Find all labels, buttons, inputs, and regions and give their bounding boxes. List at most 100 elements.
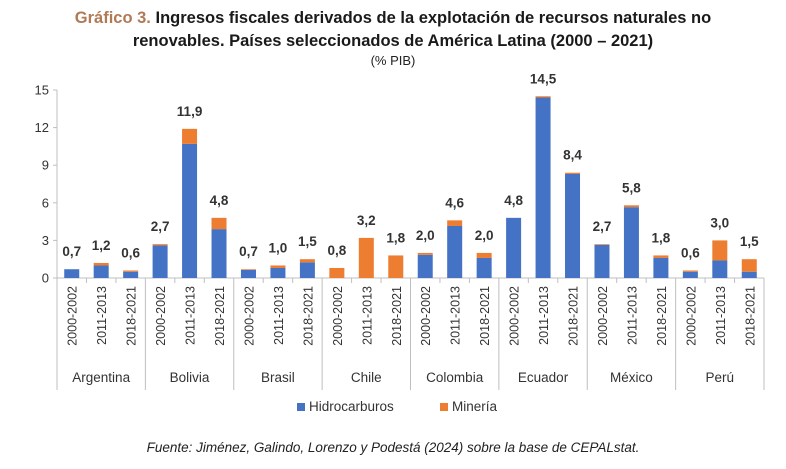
x-period-label: 2011-2013 (184, 286, 198, 345)
bar-hidrocarburos (270, 267, 286, 278)
bar-mineria (623, 205, 639, 208)
bar-hidrocarburos (182, 143, 198, 278)
bar-hidrocarburos (447, 225, 463, 278)
x-country-label: Brasil (261, 370, 295, 385)
x-period-label: 2000-2002 (66, 286, 80, 346)
title-lead: Gráfico 3. (74, 9, 151, 27)
x-period-label: 2011-2013 (449, 286, 463, 345)
bar-hidrocarburos (64, 269, 80, 278)
x-period-label: 2011-2013 (95, 286, 109, 345)
legend-swatch-mineria (440, 403, 448, 411)
x-period-label: 2018-2021 (125, 286, 139, 346)
bar-mineria (182, 128, 198, 144)
x-period-label: 2011-2013 (714, 286, 728, 345)
y-tick-label: 0 (42, 271, 49, 286)
legend-label-mineria: Minería (452, 399, 498, 414)
data-label: 1,5 (298, 234, 317, 249)
x-period-label: 2000-2002 (508, 286, 522, 346)
bar-hidrocarburos (299, 262, 315, 278)
bar-mineria (476, 252, 492, 258)
bar-mineria (712, 240, 728, 261)
data-label: 2,0 (475, 228, 494, 243)
bar-mineria (594, 244, 610, 245)
bar-hidrocarburos (623, 207, 639, 278)
legend-label-hidrocarburos: Hidrocarburos (309, 399, 394, 414)
source-note: Fuente: Jiménez, Galindo, Lorenzo y Pode… (146, 440, 640, 455)
bar-hidrocarburos (535, 97, 551, 279)
bar-hidrocarburos (417, 254, 433, 278)
y-tick-label: 9 (42, 158, 49, 173)
bar-hidrocarburos (594, 244, 610, 278)
bar-hidrocarburos (565, 173, 581, 278)
x-period-label: 2018-2021 (567, 286, 581, 346)
bar-mineria (329, 267, 345, 278)
x-period-label: 2011-2013 (360, 286, 374, 345)
bar-mineria (240, 269, 256, 270)
bar-mineria (123, 270, 139, 272)
data-label: 4,6 (445, 195, 464, 210)
bar-hidrocarburos (240, 269, 256, 278)
bar-mineria (388, 255, 404, 278)
bar-mineria (152, 244, 168, 246)
data-label: 4,8 (504, 193, 523, 208)
bar-hidrocarburos (682, 271, 698, 278)
y-tick-label: 3 (42, 233, 49, 248)
bar-hidrocarburos (93, 265, 109, 278)
y-tick-label: 12 (35, 120, 49, 135)
x-period-label: 2000-2002 (331, 286, 345, 346)
bar-mineria (211, 217, 227, 230)
title-text-1: Ingresos fiscales derivados de la explot… (155, 9, 712, 27)
x-country-label: Chile (351, 370, 382, 385)
x-period-label: 2018-2021 (213, 286, 227, 346)
bar-mineria (535, 96, 551, 98)
bar-mineria (447, 220, 463, 226)
data-label: 2,0 (416, 228, 435, 243)
bar-mineria (741, 259, 757, 272)
bar-hidrocarburos (506, 217, 522, 278)
bar-mineria (417, 252, 433, 255)
bar-mineria (653, 255, 669, 258)
bar-hidrocarburos (123, 271, 139, 278)
x-country-label: Colombia (426, 370, 484, 385)
data-label: 0,7 (62, 244, 81, 259)
bar-hidrocarburos (712, 260, 728, 278)
x-period-label: 2018-2021 (743, 286, 757, 346)
x-period-label: 2018-2021 (478, 286, 492, 346)
x-period-label: 2000-2002 (242, 286, 256, 346)
chart-subtitle: (% PIB) (370, 53, 416, 68)
bar-mineria (299, 259, 315, 263)
data-label: 5,8 (622, 180, 641, 195)
data-label: 2,7 (593, 219, 612, 234)
bar-mineria (93, 262, 109, 266)
data-label: 1,8 (386, 230, 405, 245)
data-label: 14,5 (530, 71, 557, 86)
title-line-2: renovables. Países seleccionados de Amér… (132, 32, 654, 50)
bar-hidrocarburos (653, 257, 669, 278)
x-period-label: 2011-2013 (272, 286, 286, 345)
data-label: 4,8 (210, 193, 229, 208)
bar-mineria (565, 172, 581, 174)
x-period-label: 2000-2002 (419, 286, 433, 346)
x-country-label: Ecuador (518, 370, 569, 385)
data-label: 2,7 (151, 219, 170, 234)
data-label: 11,9 (177, 104, 203, 119)
chart-title: Gráfico 3. Ingresos fiscales derivados d… (0, 7, 786, 53)
x-period-label: 2000-2002 (154, 286, 168, 346)
x-period-label: 2011-2013 (537, 286, 551, 345)
bar-hidrocarburos (741, 271, 757, 278)
y-tick-label: 6 (42, 195, 49, 210)
data-label: 0,6 (681, 245, 700, 260)
x-period-label: 2000-2002 (596, 286, 610, 346)
data-label: 1,0 (269, 240, 288, 255)
bar-mineria (358, 237, 374, 278)
x-country-label: Bolivia (170, 370, 210, 385)
x-country-label: Perú (706, 370, 735, 385)
data-label: 1,2 (92, 238, 111, 253)
x-country-label: México (610, 370, 653, 385)
legend-swatch-hidrocarburos (297, 403, 305, 411)
data-label: 3,0 (710, 215, 729, 230)
title-line-1: Gráfico 3. Ingresos fiscales derivados d… (0, 7, 786, 30)
x-period-label: 2018-2021 (301, 286, 315, 346)
bar-hidrocarburos (152, 245, 168, 278)
